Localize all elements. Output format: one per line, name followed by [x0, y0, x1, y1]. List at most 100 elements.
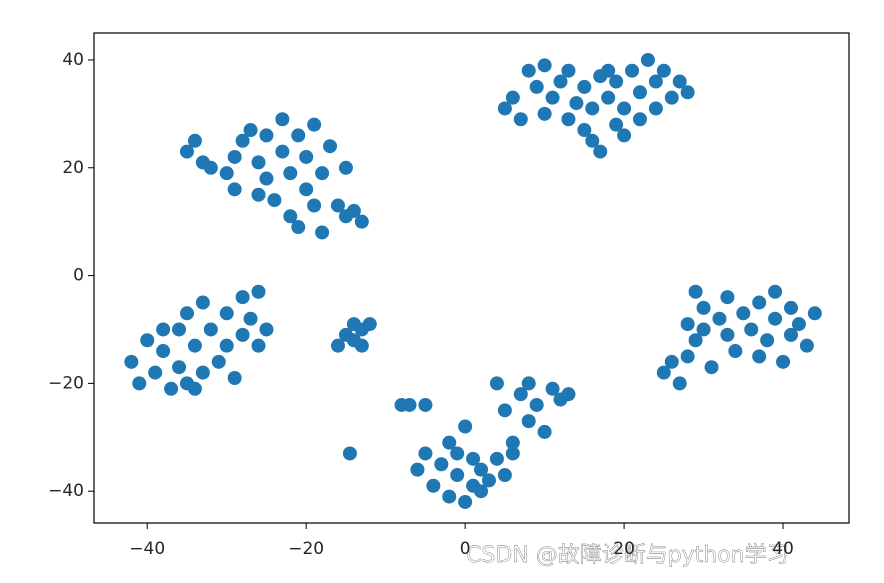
point: [513, 387, 528, 402]
point: [497, 101, 512, 116]
point: [680, 349, 695, 364]
point: [458, 494, 473, 509]
point: [235, 290, 250, 305]
point: [505, 446, 520, 461]
point: [752, 295, 767, 310]
point: [362, 317, 377, 332]
point: [664, 354, 679, 369]
point: [418, 397, 433, 412]
point: [243, 123, 258, 138]
point: [672, 376, 687, 391]
point: [466, 451, 481, 466]
y-tick-label: 20: [62, 158, 84, 178]
point: [545, 381, 560, 396]
point: [625, 63, 640, 78]
point: [561, 387, 576, 402]
point: [744, 322, 759, 337]
point: [251, 155, 266, 170]
point: [632, 85, 647, 100]
point: [315, 166, 330, 181]
point: [489, 451, 504, 466]
point: [648, 101, 663, 116]
point: [434, 457, 449, 472]
x-tick-label: 0: [460, 539, 471, 559]
point: [776, 354, 791, 369]
point: [577, 123, 592, 138]
point: [442, 435, 457, 450]
x-tick-label: 20: [613, 539, 635, 559]
point: [569, 96, 584, 111]
point: [148, 365, 163, 380]
x-tick-label: −40: [129, 539, 165, 559]
point: [172, 360, 187, 375]
point: [553, 74, 568, 89]
point: [354, 338, 369, 353]
point: [521, 414, 536, 429]
point: [585, 101, 600, 116]
y-tick-label: 40: [62, 50, 84, 70]
point: [187, 381, 202, 396]
point: [307, 117, 322, 132]
point: [346, 317, 361, 332]
point: [187, 338, 202, 353]
watermark: CSDN @故障诊断与python学习: [466, 543, 789, 568]
point: [577, 79, 592, 94]
point: [474, 462, 489, 477]
point: [593, 144, 608, 159]
point: [219, 166, 234, 181]
point: [617, 128, 632, 143]
point: [481, 473, 496, 488]
point: [545, 90, 560, 105]
y-tick-label: −20: [48, 373, 84, 393]
point: [299, 149, 314, 164]
point: [179, 306, 194, 321]
point: [450, 446, 465, 461]
point: [227, 149, 242, 164]
point: [251, 187, 266, 202]
point: [179, 144, 194, 159]
point: [442, 489, 457, 504]
point: [648, 74, 663, 89]
point: [203, 160, 218, 175]
point: [450, 468, 465, 483]
point: [768, 311, 783, 326]
point: [195, 365, 210, 380]
point: [696, 322, 711, 337]
point: [235, 133, 250, 148]
point: [227, 182, 242, 197]
point: [219, 306, 234, 321]
point: [354, 214, 369, 229]
point: [720, 327, 735, 342]
point: [156, 344, 171, 359]
point: [299, 182, 314, 197]
plot-frame: [93, 32, 850, 524]
point: [259, 128, 274, 143]
point: [799, 338, 814, 353]
point: [783, 300, 798, 315]
point: [585, 133, 600, 148]
point: [720, 290, 735, 305]
point: [537, 424, 552, 439]
point: [342, 446, 357, 461]
point: [283, 166, 298, 181]
point: [529, 79, 544, 94]
point: [259, 171, 274, 186]
point: [783, 327, 798, 342]
y-tick-label: 0: [73, 266, 84, 286]
point: [211, 354, 226, 369]
point: [291, 128, 306, 143]
point: [410, 462, 425, 477]
point: [489, 376, 504, 391]
point: [760, 333, 775, 348]
point: [688, 284, 703, 299]
point: [521, 376, 536, 391]
point: [418, 446, 433, 461]
point: [251, 338, 266, 353]
point: [513, 112, 528, 127]
point: [330, 198, 345, 213]
point: [497, 468, 512, 483]
point: [164, 381, 179, 396]
point: [505, 90, 520, 105]
point: [537, 106, 552, 121]
